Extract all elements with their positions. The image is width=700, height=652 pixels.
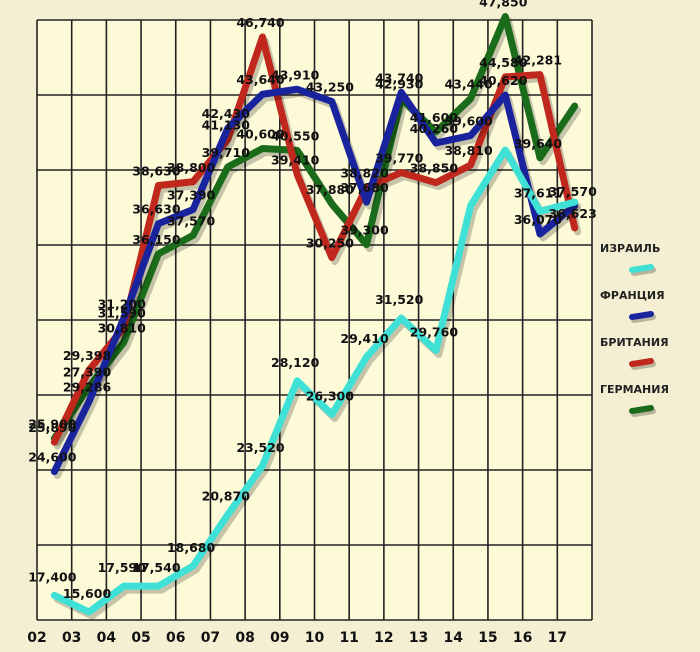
legend-label: ИЗРАИЛЬ xyxy=(600,242,660,255)
x-tick-label: 14 xyxy=(444,630,464,646)
x-tick-label: 10 xyxy=(305,630,325,646)
data-label: 38,630 xyxy=(132,163,181,178)
legend: ИЗРАИЛЬ ФРАНЦИЯ БРИТАНИЯ ГЕРМАНИЯ xyxy=(600,242,669,417)
data-label: 39,770 xyxy=(375,151,424,166)
data-label: 30,810 xyxy=(98,320,147,335)
data-label: 36,070 xyxy=(514,212,563,227)
legend-swatch-shadow xyxy=(631,267,656,276)
series-line xyxy=(50,33,579,446)
data-label: 31,520 xyxy=(375,292,424,307)
data-label: 36,150 xyxy=(132,232,181,247)
data-label: 41,600 xyxy=(410,110,459,125)
x-tick-label: 05 xyxy=(131,630,150,646)
data-label: 30,250 xyxy=(306,235,355,250)
data-label: 37,390 xyxy=(167,187,216,202)
series-line xyxy=(50,13,579,442)
x-tick-label: 09 xyxy=(270,630,289,646)
data-label: 31,200 xyxy=(98,296,147,311)
data-label: 39,640 xyxy=(514,136,563,151)
data-label: 24,600 xyxy=(28,450,77,465)
data-label: 42,430 xyxy=(202,106,251,121)
x-tick-label: 16 xyxy=(513,630,532,646)
data-labels: 25,900 27,390 30,810 36,150 37,570 39,710 40,6… xyxy=(28,0,597,601)
data-label: 20,870 xyxy=(202,489,251,504)
series-line xyxy=(50,85,579,476)
series-line xyxy=(50,146,579,616)
legend-label: ФРАНЦИЯ xyxy=(600,289,665,302)
data-label: 39,710 xyxy=(202,145,251,160)
data-label: 25,890 xyxy=(28,420,77,435)
data-label: 18,680 xyxy=(167,540,216,555)
data-label: 47,850 xyxy=(479,0,528,10)
data-label: 41,130 xyxy=(202,117,251,132)
data-label: 37,680 xyxy=(340,180,389,195)
data-label: 44,580 xyxy=(479,55,528,70)
data-label: 38,820 xyxy=(340,165,389,180)
data-label: 29,410 xyxy=(340,331,389,346)
x-tick-label: 11 xyxy=(339,630,358,646)
data-label: 17,590 xyxy=(98,560,147,575)
x-tick-label: 15 xyxy=(478,630,497,646)
data-label: 36,630 xyxy=(132,202,181,217)
legend-swatch xyxy=(629,405,654,414)
x-tick-label: 02 xyxy=(27,630,46,646)
data-label: 43,250 xyxy=(306,79,355,94)
data-label: 29,760 xyxy=(410,325,459,340)
x-tick-label: 13 xyxy=(409,630,428,646)
data-label: 29,286 xyxy=(63,379,112,394)
data-label: 39,600 xyxy=(444,114,493,129)
data-label: 46,740 xyxy=(236,15,285,30)
data-label: 38,850 xyxy=(410,161,459,176)
x-tick-label: 03 xyxy=(62,630,81,646)
legend-swatch-shadow xyxy=(631,408,656,417)
data-label: 40,260 xyxy=(410,121,459,136)
data-label: 37,570 xyxy=(549,184,598,199)
grid xyxy=(36,19,593,621)
legend-swatch xyxy=(629,264,654,273)
data-label: 36,623 xyxy=(549,206,597,221)
data-label: 27,390 xyxy=(63,365,112,380)
legend-swatch xyxy=(629,358,654,367)
legend-label: ГЕРМАНИЯ xyxy=(600,383,669,396)
data-label: 26,300 xyxy=(306,388,355,403)
legend-swatch-shadow xyxy=(631,314,656,323)
data-label: 42,281 xyxy=(514,53,562,68)
data-label: 38,810 xyxy=(444,143,493,158)
data-label: 37,570 xyxy=(167,213,216,228)
legend-swatch-shadow xyxy=(631,361,656,370)
data-label: 43,740 xyxy=(375,70,424,85)
data-label: 42,930 xyxy=(375,77,424,92)
legend-label: БРИТАНИЯ xyxy=(600,336,669,349)
x-axis: 02 03 04 05 06 07 08 09 10 11 12 13 14 15 16 17 xyxy=(27,630,567,646)
data-label: 40,600 xyxy=(236,127,285,142)
data-label: 37,611 xyxy=(514,185,562,200)
data-label: 40,550 xyxy=(271,128,320,143)
data-label: 17,540 xyxy=(132,560,181,575)
data-label: 28,120 xyxy=(271,355,320,370)
x-tick-label: 07 xyxy=(201,630,220,646)
x-tick-label: 12 xyxy=(374,630,393,646)
data-label: 29,398 xyxy=(63,348,111,363)
legend-swatch xyxy=(629,311,654,320)
data-label: 17,400 xyxy=(28,569,77,584)
data-label: 43,440 xyxy=(444,77,493,92)
data-label: 39,300 xyxy=(340,223,389,238)
x-tick-label: 17 xyxy=(548,630,567,646)
x-tick-label: 06 xyxy=(166,630,185,646)
data-label: 25,900 xyxy=(28,416,77,431)
data-label: 40,620 xyxy=(479,73,528,88)
data-label: 38,800 xyxy=(167,160,216,175)
data-label: 43,910 xyxy=(271,67,320,82)
data-label: 31,590 xyxy=(98,306,147,321)
data-label: 37,880 xyxy=(306,182,355,197)
data-label: 15,600 xyxy=(63,586,112,601)
x-tick-label: 04 xyxy=(97,630,117,646)
data-label: 23,520 xyxy=(236,440,285,455)
data-label: 43,640 xyxy=(236,72,285,87)
x-tick-label: 08 xyxy=(235,630,254,646)
series-lines xyxy=(50,13,582,620)
data-label: 39,410 xyxy=(271,152,320,167)
